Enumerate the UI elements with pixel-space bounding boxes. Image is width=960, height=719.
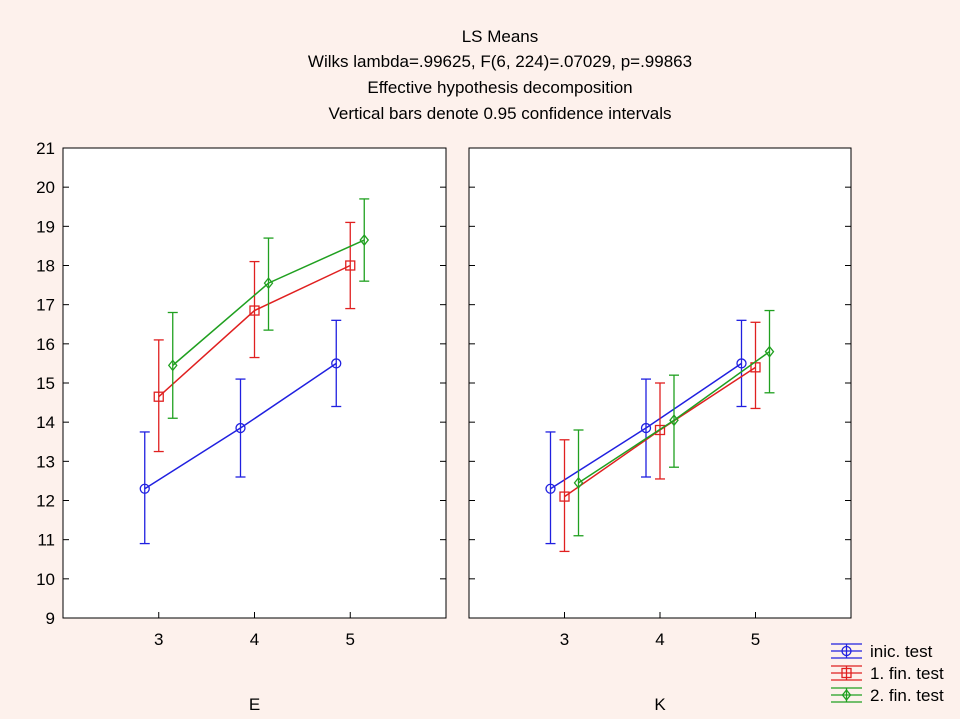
legend-item: 1. fin. test [831,664,944,683]
panel-e: 9 10 11 12 13 14 15 16 17 18 19 20 21 3 4 5 E [36,139,447,714]
x-tick-label: 3 [560,630,569,649]
x-tick-label: 5 [751,630,760,649]
data-point [669,414,679,427]
chart-panels: 9 10 11 12 13 14 15 16 17 18 19 20 21 3 4 5 E 3 4 5 K [36,139,852,714]
series-3 [167,198,370,419]
x-tick-label: 3 [154,630,163,649]
series-1 [545,319,747,545]
title-line: Effective hypothesis decomposition [367,78,632,97]
legend-item: 2. fin. test [831,686,944,705]
series-2 [153,221,356,453]
panel-label: E [249,695,260,714]
data-point [841,645,852,657]
data-point [331,358,342,369]
series-line [550,362,742,490]
data-point [573,476,584,489]
title-line: LS Means [462,27,539,46]
y-tick-label: 15 [36,374,55,393]
data-point [559,491,570,502]
y-tick-label: 14 [36,413,55,432]
data-point [139,483,150,494]
y-tick-label: 9 [46,609,55,628]
series-line [172,239,365,366]
legend-label: 2. fin. test [870,686,944,705]
panel-k: 3 4 5 K [468,147,852,714]
series-line [158,264,351,398]
y-tick-label: 12 [36,492,55,511]
data-point [841,667,852,679]
data-point [235,422,246,434]
x-tick-label: 4 [250,630,259,649]
data-point [545,483,556,494]
title-line: Wilks lambda=.99625, F(6, 224)=.07029, p… [308,52,692,71]
data-point [167,359,178,372]
y-tick-label: 13 [36,452,55,471]
legend-item: inic. test [831,642,933,661]
series-3 [573,309,775,537]
data-point [750,362,761,373]
data-point [736,358,747,369]
x-tick-label: 4 [655,630,664,649]
x-tick-label: 5 [346,630,355,649]
y-tick-label: 11 [37,531,55,550]
y-tick-label: 21 [36,139,55,158]
series-line [144,362,337,490]
y-tick-label: 16 [36,335,55,354]
legend-label: 1. fin. test [870,664,944,683]
title-line: Vertical bars denote 0.95 confidence int… [328,104,671,123]
legend-label: inic. test [870,642,933,661]
y-tick-label: 10 [36,570,55,589]
data-point [764,345,775,358]
data-point [640,422,652,434]
y-tick-label: 19 [36,217,55,236]
data-point [359,234,370,247]
panel-label: K [654,695,666,714]
series-line [578,351,770,484]
y-tick-label: 17 [36,296,55,315]
data-point [153,391,164,402]
data-point [345,260,356,271]
y-tick-label: 20 [36,178,55,197]
chart-title: LS Means Wilks lambda=.99625, F(6, 224)=.… [308,27,692,123]
data-point [841,688,852,702]
y-tick-label: 18 [36,257,55,276]
plot-area [62,147,447,619]
data-point [263,277,274,290]
data-point [249,305,260,316]
legend: inic. test 1. fin. test 2. fin. test [831,642,944,705]
series-1 [139,319,342,545]
data-point [654,424,666,436]
